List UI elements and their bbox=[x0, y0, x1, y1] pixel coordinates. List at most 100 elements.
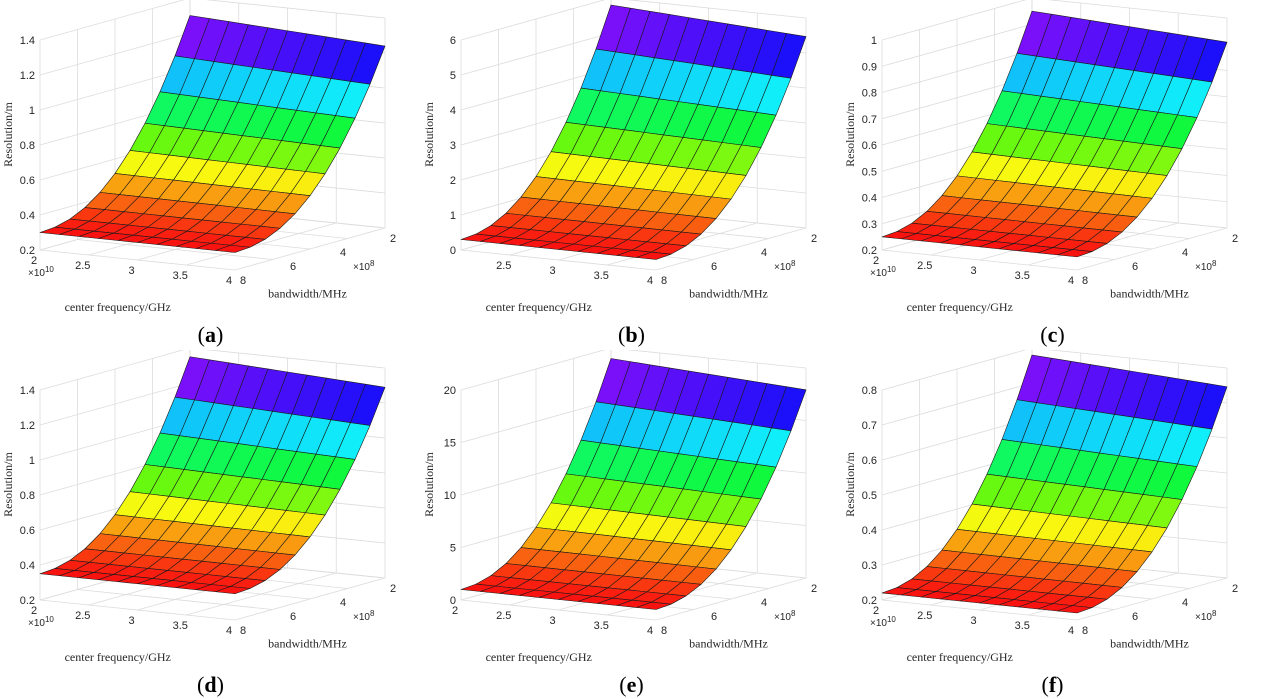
subfigure-label: (d) bbox=[197, 672, 224, 697]
z-tick-label: 5 bbox=[450, 70, 456, 82]
panel-c: 0.2 0.3 0.4 0.5 0.6 0.7 0.8 0.9 1 Resolution/m 2 2.… bbox=[842, 0, 1263, 349]
z-ticks-a: 0.2 0.4 0.6 0.8 1 1.2 1.4 bbox=[20, 35, 35, 257]
y-tick-label: 4 bbox=[761, 597, 767, 609]
x-tick-label: 3 bbox=[128, 615, 134, 627]
x-tick-label: 3 bbox=[970, 265, 976, 277]
y-tick-label: 6 bbox=[290, 611, 296, 623]
z-tick-label: 0.2 bbox=[20, 595, 35, 607]
gridline-floor-x bbox=[186, 222, 337, 266]
gridline-z bbox=[881, 350, 1228, 391]
z-tick-label: 0 bbox=[450, 245, 456, 257]
panel-f: 0.2 0.3 0.4 0.5 0.6 0.7 0.8 Resolution/m 2 2.5 3 3.… bbox=[842, 350, 1263, 699]
z-tick-label: 0.3 bbox=[862, 560, 877, 572]
x-axis-label: center frequency/GHz bbox=[486, 300, 592, 314]
chart-b-svg: 0 1 2 3 4 5 6 Resolution/m 2.5 3 3.5 4 center freque… bbox=[422, 0, 817, 347]
y-tick-label: 6 bbox=[711, 611, 717, 623]
x-tick-label: 4 bbox=[226, 625, 232, 637]
y-axis-label: bandwidth/MHz bbox=[268, 636, 347, 650]
y-tick-label: 2 bbox=[390, 233, 396, 245]
z-tick-label: 6 bbox=[450, 35, 456, 47]
z-tick-label: 1.4 bbox=[20, 35, 35, 47]
y-tick-label: 6 bbox=[290, 261, 296, 273]
y-tick-label: 2 bbox=[390, 583, 396, 595]
gridline-z bbox=[881, 0, 1228, 41]
gridline-z bbox=[460, 0, 807, 41]
y-tick-label: 2 bbox=[811, 233, 817, 245]
x-tick-label: 2.5 bbox=[917, 260, 932, 272]
x-tick-label: 3.5 bbox=[1015, 270, 1030, 282]
y-tick-label: 8 bbox=[661, 625, 667, 637]
surface-f bbox=[881, 354, 1228, 614]
surface-a bbox=[39, 15, 386, 253]
z-tick-label: 0.2 bbox=[862, 595, 877, 607]
z-tick-label: 4 bbox=[450, 105, 456, 117]
y-tick-label: 2 bbox=[1232, 583, 1238, 595]
z-tick-label: 0.6 bbox=[20, 525, 35, 537]
z-tick-label: 0.7 bbox=[862, 114, 877, 126]
surface-cell bbox=[636, 601, 672, 610]
z-tick-label: 1.4 bbox=[20, 385, 35, 397]
x-tick-label: 2 bbox=[873, 605, 879, 617]
x-ticks-e: 2 2.5 3 3.5 4 bbox=[452, 605, 653, 637]
y-ticks-a: 8 6 4 2 bbox=[240, 233, 396, 287]
z-tick-label: 0 bbox=[450, 595, 456, 607]
y-axis-label: bandwidth/MHz bbox=[1110, 636, 1189, 650]
z-tick-label: 1.2 bbox=[20, 420, 35, 432]
surface-d bbox=[39, 356, 386, 595]
x-tick-label: 4 bbox=[647, 625, 653, 637]
surface-cell bbox=[215, 244, 251, 253]
x-exponent: ×1010 bbox=[28, 615, 54, 629]
y-axis-label: bandwidth/MHz bbox=[268, 286, 347, 300]
z-tick-label: 1 bbox=[871, 35, 877, 47]
z-tick-label: 0.9 bbox=[862, 61, 877, 73]
y-exponent: ×108 bbox=[353, 609, 375, 623]
y-ticks-f: 8 6 4 2 bbox=[1082, 583, 1238, 637]
y-tick-label: 4 bbox=[761, 247, 767, 259]
y-ticks-d: 8 6 4 2 bbox=[240, 583, 396, 637]
gridline-z bbox=[39, 350, 386, 391]
x-tick-label: 4 bbox=[226, 275, 232, 287]
y-tick-label: 4 bbox=[1182, 597, 1188, 609]
y-tick-label: 4 bbox=[1182, 247, 1188, 259]
y-tick-label: 8 bbox=[661, 275, 667, 287]
subfigure-label: (b) bbox=[618, 322, 645, 347]
z-ticks-e: 0 5 10 15 20 bbox=[444, 385, 456, 607]
z-tick-label: 0.4 bbox=[862, 525, 877, 537]
surface-cell bbox=[1057, 605, 1093, 614]
z-ticks-d: 0.2 0.4 0.6 0.8 1 1.2 1.4 bbox=[20, 385, 35, 607]
surface-c bbox=[881, 10, 1228, 258]
y-tick-label: 8 bbox=[1082, 625, 1088, 637]
x-tick-label: 2 bbox=[452, 605, 458, 617]
panel-b: 0 1 2 3 4 5 6 Resolution/m 2.5 3 3.5 4 center freque… bbox=[421, 0, 842, 349]
gridline-floor-x bbox=[186, 572, 337, 616]
chart-e-svg: 0 5 10 15 20 Resolution/m 2 2.5 3 3.5 4 center freq… bbox=[422, 350, 817, 697]
z-tick-label: 5 bbox=[450, 543, 456, 555]
y-tick-label: 6 bbox=[1132, 261, 1138, 273]
x-tick-label: 2.5 bbox=[917, 610, 932, 622]
x-tick-label: 4 bbox=[1068, 275, 1074, 287]
x-tick-label: 2 bbox=[873, 255, 879, 267]
panel-d: 0.2 0.4 0.6 0.8 1 1.2 1.4 Resolution/m 2 2.5 3 3.5 4… bbox=[0, 350, 421, 699]
z-tick-label: 0.6 bbox=[862, 455, 877, 467]
z-axis-label: Resolution/m bbox=[843, 452, 857, 517]
panel-a: 0.2 0.4 0.6 0.8 1 1.2 1.4 Resolution/m 2 2.5 3 3.5 4… bbox=[0, 0, 421, 349]
z-tick-label: 0.8 bbox=[20, 490, 35, 502]
x-tick-label: 2.5 bbox=[75, 610, 90, 622]
x-tick-label: 2 bbox=[31, 255, 37, 267]
z-tick-label: 0.8 bbox=[862, 88, 877, 100]
x-ticks-d: 2 2.5 3 3.5 4 bbox=[31, 605, 232, 637]
z-tick-label: 0.3 bbox=[862, 219, 877, 231]
z-tick-label: 0.8 bbox=[20, 140, 35, 152]
subfigure-label: (e) bbox=[619, 672, 643, 697]
y-tick-label: 8 bbox=[240, 275, 246, 287]
gridline-floor-x bbox=[655, 577, 807, 621]
chart-d-svg: 0.2 0.4 0.6 0.8 1 1.2 1.4 Resolution/m 2 2.5 3 3.5 4… bbox=[1, 350, 396, 697]
y-tick-label: 6 bbox=[711, 261, 717, 273]
surface-cell bbox=[215, 586, 251, 595]
y-axis-label: bandwidth/MHz bbox=[689, 636, 768, 650]
y-tick-label: 2 bbox=[811, 583, 817, 595]
y-exponent: ×108 bbox=[1195, 259, 1217, 273]
gridline-floor-x bbox=[655, 227, 807, 271]
z-tick-label: 20 bbox=[444, 385, 456, 397]
y-tick-label: 4 bbox=[340, 247, 346, 259]
